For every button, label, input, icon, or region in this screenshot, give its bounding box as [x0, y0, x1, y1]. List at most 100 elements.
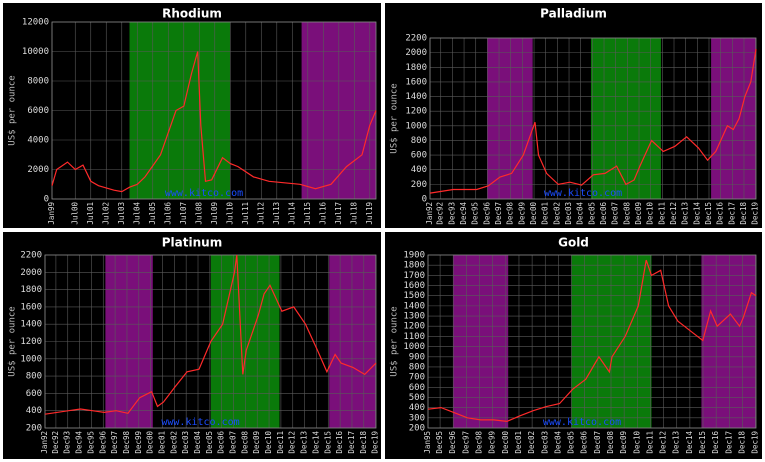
- y-tick-label: 1200: [403, 322, 425, 332]
- y-tick-label: 1000: [405, 121, 427, 131]
- price-line: [427, 259, 757, 423]
- y-tick-label: 400: [26, 406, 42, 416]
- y-tick-label: 200: [409, 424, 425, 434]
- x-tick-label: Dec06: [580, 431, 589, 454]
- period-band: [487, 38, 533, 199]
- y-tick-label: 300: [409, 413, 425, 423]
- y-tick-label: 200: [26, 424, 42, 434]
- x-tick-label: Dec97: [461, 431, 470, 454]
- watermark: www.kitco.com: [543, 417, 621, 428]
- x-tick-label: Dec11: [276, 431, 285, 454]
- y-tick-label: 1500: [403, 291, 425, 301]
- price-line: [51, 51, 377, 193]
- x-tick-label: Dec99: [488, 431, 497, 454]
- y-tick-label: 500: [409, 393, 425, 403]
- x-tick-label: Dec15: [323, 431, 332, 454]
- y-tick-label: 1300: [403, 312, 425, 322]
- x-tick-label: Dec14: [311, 431, 320, 454]
- y-tick-label: 1400: [20, 320, 42, 330]
- y-tick-label: 1600: [20, 302, 42, 312]
- x-tick-label: Jul05: [148, 202, 157, 225]
- x-tick-label: Dec12: [659, 431, 668, 454]
- x-tick-label: Dec96: [98, 431, 107, 454]
- y-tick-label: 1800: [403, 261, 425, 271]
- x-tick-label: Jul12: [256, 202, 265, 225]
- x-tick-label: Dec98: [122, 431, 131, 454]
- x-tick-label: Dec12: [288, 431, 297, 454]
- x-tick-label: Dec09: [619, 431, 628, 454]
- x-tick-label: Dec13: [300, 431, 309, 454]
- x-tick-label: Dec99: [517, 202, 526, 225]
- x-tick-label: Jul16: [318, 202, 327, 225]
- x-tick-label: Jan92: [40, 431, 49, 454]
- x-tick-label: Dec15: [698, 431, 707, 454]
- chart-title: Palladium: [540, 7, 607, 21]
- x-tick-label: Dec99: [134, 431, 143, 454]
- x-tick-label: Dec12: [669, 202, 678, 225]
- x-tick-label: Dec10: [264, 431, 273, 454]
- x-tick-label: Dec04: [193, 431, 202, 454]
- x-tick-label: Dec94: [75, 431, 84, 454]
- y-tick-label: 200: [411, 180, 427, 190]
- x-tick-label: Jul00: [70, 202, 79, 225]
- x-tick-label: Dec19: [751, 431, 760, 454]
- period-band: [711, 38, 756, 199]
- x-tick-label: Dec14: [685, 431, 694, 454]
- x-tick-label: Jul11: [241, 202, 250, 225]
- x-tick-label: Dec95: [86, 431, 95, 454]
- x-tick-label: Dec02: [169, 431, 178, 454]
- y-tick-label: 2000: [27, 165, 49, 175]
- x-tick-label: Dec03: [564, 202, 573, 225]
- chart-title: Rhodium: [162, 7, 222, 21]
- plot-frame: [429, 37, 757, 200]
- x-tick-label: Dec09: [252, 431, 261, 454]
- x-tick-label: Jul02: [101, 202, 110, 225]
- x-tick-label: Dec16: [711, 431, 720, 454]
- x-tick-label: Jul15: [303, 202, 312, 225]
- x-tick-label: Jan92: [425, 202, 434, 225]
- x-tick-label: Dec04: [553, 431, 562, 454]
- x-tick-label: Dec96: [482, 202, 491, 225]
- y-tick-label: 1200: [20, 337, 42, 347]
- x-tick-label: Jul09: [210, 202, 219, 225]
- x-tick-label: Jul19: [365, 202, 374, 225]
- y-tick-label: 2000: [405, 48, 427, 58]
- y-tick-label: 600: [411, 151, 427, 161]
- plot-frame: [44, 254, 377, 429]
- x-tick-label: Jul14: [287, 202, 296, 225]
- x-tick-label: Dec98: [506, 202, 515, 225]
- x-tick-label: Dec14: [692, 202, 701, 225]
- y-axis-label: US$ per ounce: [8, 306, 18, 376]
- period-band: [590, 38, 661, 199]
- y-tick-label: 2200: [405, 34, 427, 44]
- x-tick-label: Dec19: [371, 431, 380, 454]
- x-tick-label: Dec13: [681, 202, 690, 225]
- x-tick-label: Dec11: [657, 202, 666, 225]
- x-tick-label: Dec19: [751, 202, 760, 225]
- y-tick-label: 2200: [20, 251, 42, 261]
- x-tick-label: Dec09: [634, 202, 643, 225]
- x-tick-label: Dec11: [645, 431, 654, 454]
- x-tick-label: Dec16: [716, 202, 725, 225]
- x-tick-label: Dec10: [646, 202, 655, 225]
- x-tick-label: Dec97: [494, 202, 503, 225]
- y-tick-label: 900: [409, 352, 425, 362]
- x-tick-label: Dec00: [501, 431, 510, 454]
- price-line: [429, 48, 757, 194]
- x-tick-label: Jan95: [423, 431, 432, 454]
- x-tick-label: Dec01: [541, 202, 550, 225]
- x-tick-label: Dec00: [529, 202, 538, 225]
- y-tick-label: 600: [26, 389, 42, 399]
- y-tick-label: 1100: [403, 332, 425, 342]
- x-tick-label: Dec95: [435, 431, 444, 454]
- x-tick-label: Dec18: [359, 431, 368, 454]
- plot-frame: [427, 254, 757, 429]
- x-tick-label: Dec95: [471, 202, 480, 225]
- x-tick-label: Dec05: [567, 431, 576, 454]
- watermark: www.kitco.com: [165, 188, 243, 199]
- y-tick-label: 2000: [20, 268, 42, 278]
- x-tick-label: Dec96: [448, 431, 457, 454]
- y-tick-label: 10000: [22, 47, 49, 57]
- period-band: [452, 255, 509, 428]
- y-tick-label: 1000: [403, 342, 425, 352]
